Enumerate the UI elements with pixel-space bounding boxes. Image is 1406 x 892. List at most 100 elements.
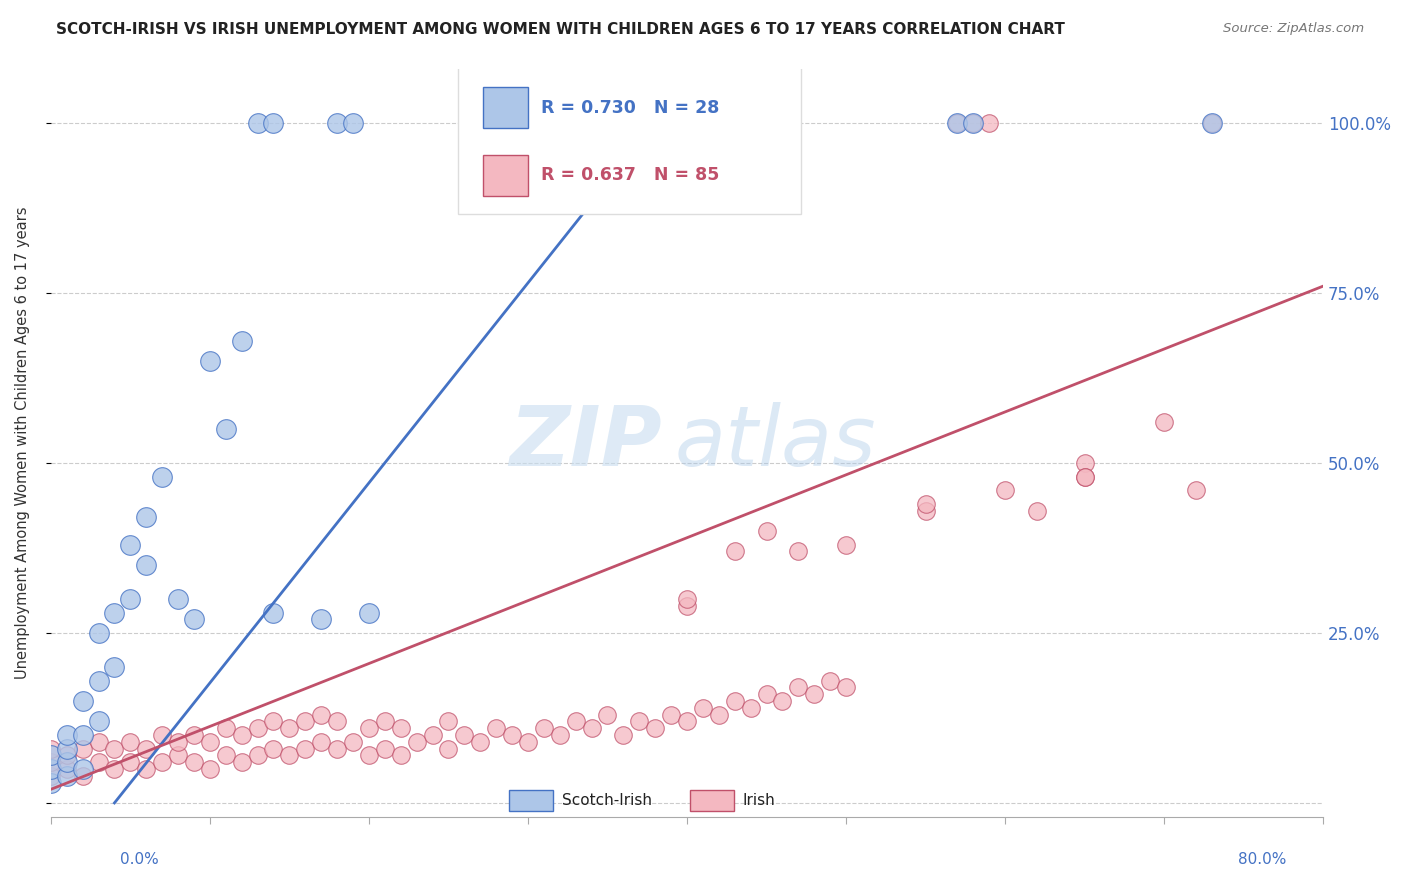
FancyBboxPatch shape: [484, 154, 527, 195]
Point: [246, 116, 269, 130]
Point: [326, 741, 349, 756]
Point: [1201, 116, 1223, 130]
Point: [150, 755, 173, 769]
Text: atlas: atlas: [675, 402, 876, 483]
Point: [548, 728, 571, 742]
Point: [326, 714, 349, 729]
Point: [246, 748, 269, 763]
FancyBboxPatch shape: [509, 789, 554, 811]
Point: [724, 694, 747, 708]
Point: [72, 694, 94, 708]
Point: [55, 755, 77, 769]
Point: [740, 700, 762, 714]
Point: [167, 735, 190, 749]
Point: [946, 116, 969, 130]
Point: [803, 687, 825, 701]
Point: [357, 721, 380, 735]
Text: R = 0.637   N = 85: R = 0.637 N = 85: [541, 167, 718, 185]
Point: [246, 721, 269, 735]
Point: [87, 673, 110, 688]
Point: [231, 334, 253, 348]
Point: [150, 728, 173, 742]
Point: [72, 769, 94, 783]
Point: [72, 728, 94, 742]
Point: [962, 116, 984, 130]
Point: [120, 735, 142, 749]
Text: SCOTCH-IRISH VS IRISH UNEMPLOYMENT AMONG WOMEN WITH CHILDREN AGES 6 TO 17 YEARS : SCOTCH-IRISH VS IRISH UNEMPLOYMENT AMONG…: [56, 22, 1066, 37]
Point: [231, 728, 253, 742]
Point: [628, 714, 651, 729]
Point: [835, 537, 858, 551]
Point: [485, 721, 508, 735]
Point: [755, 524, 778, 538]
Point: [787, 681, 810, 695]
Point: [103, 762, 125, 776]
Point: [55, 728, 77, 742]
Point: [374, 714, 396, 729]
Point: [294, 714, 316, 729]
Point: [103, 606, 125, 620]
Point: [135, 558, 157, 572]
Point: [309, 707, 332, 722]
Point: [87, 735, 110, 749]
Point: [422, 728, 444, 742]
Text: R = 0.730   N = 28: R = 0.730 N = 28: [541, 99, 718, 117]
Point: [707, 707, 730, 722]
Point: [612, 728, 634, 742]
Point: [135, 510, 157, 524]
Text: ZIP: ZIP: [509, 402, 662, 483]
Point: [39, 748, 62, 763]
Point: [755, 687, 778, 701]
Point: [294, 741, 316, 756]
Point: [946, 116, 969, 130]
Point: [596, 707, 619, 722]
Text: Scotch-Irish: Scotch-Irish: [562, 793, 652, 807]
Point: [501, 728, 523, 742]
Y-axis label: Unemployment Among Women with Children Ages 6 to 17 years: Unemployment Among Women with Children A…: [15, 206, 30, 679]
Point: [278, 721, 301, 735]
Point: [198, 354, 221, 368]
Point: [215, 748, 238, 763]
Text: 0.0%: 0.0%: [120, 852, 159, 867]
Point: [120, 537, 142, 551]
Point: [770, 694, 793, 708]
Point: [39, 755, 62, 769]
Point: [405, 735, 427, 749]
Point: [962, 116, 984, 130]
Point: [914, 503, 936, 517]
Point: [263, 741, 285, 756]
Point: [39, 769, 62, 783]
Point: [55, 748, 77, 763]
Point: [326, 116, 349, 130]
Point: [389, 748, 412, 763]
Point: [215, 721, 238, 735]
Point: [357, 748, 380, 763]
Point: [1073, 469, 1095, 483]
Point: [437, 741, 460, 756]
Point: [167, 591, 190, 606]
Point: [1073, 456, 1095, 470]
Point: [676, 599, 699, 613]
Point: [183, 755, 205, 769]
FancyBboxPatch shape: [484, 87, 527, 128]
Point: [135, 762, 157, 776]
Point: [231, 755, 253, 769]
Point: [55, 769, 77, 783]
Point: [1073, 469, 1095, 483]
Point: [659, 707, 682, 722]
Point: [1185, 483, 1208, 497]
Point: [55, 741, 77, 756]
Point: [87, 714, 110, 729]
Point: [215, 422, 238, 436]
Point: [437, 714, 460, 729]
Point: [1025, 503, 1047, 517]
Point: [724, 544, 747, 558]
Point: [120, 591, 142, 606]
Point: [516, 735, 538, 749]
Point: [533, 721, 555, 735]
Point: [198, 735, 221, 749]
Point: [914, 497, 936, 511]
FancyBboxPatch shape: [458, 61, 801, 214]
Point: [994, 483, 1017, 497]
Point: [39, 741, 62, 756]
